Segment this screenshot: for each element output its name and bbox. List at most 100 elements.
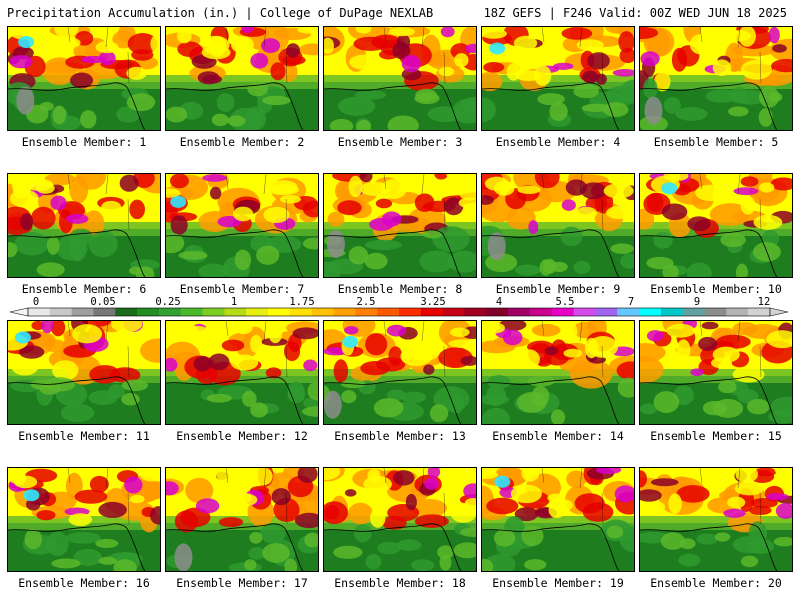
ensemble-member-map (639, 467, 793, 572)
colorbar-swatch (71, 308, 94, 316)
ensemble-member-label: Ensemble Member: 10 (650, 282, 782, 296)
coastline (640, 82, 778, 130)
ensemble-member-map (323, 26, 477, 131)
precip-field (8, 27, 160, 130)
colorbar-swatch (202, 308, 225, 316)
colorbar-swatch (660, 308, 684, 316)
colorbar-swatch (93, 308, 116, 316)
ensemble-member-map (7, 26, 161, 131)
colorbar-tick-label: 0.25 (155, 296, 181, 308)
colorbar-swatch (704, 308, 727, 316)
ensemble-member-label: Ensemble Member: 9 (495, 282, 621, 296)
coastline (166, 523, 304, 571)
colorbar-swatch (49, 308, 72, 316)
precip-field (324, 468, 476, 571)
precip-field (324, 321, 476, 424)
precip-field (8, 321, 160, 424)
ensemble-member-map (7, 467, 161, 572)
colorbar-tick-label: 4 (495, 296, 503, 308)
ensemble-member-label: Ensemble Member: 15 (650, 429, 782, 443)
precip-field (640, 174, 792, 277)
ensemble-member-label: Ensemble Member: 13 (334, 429, 466, 443)
coastline (482, 376, 620, 424)
precip-field (166, 27, 318, 130)
colorbar-high-arrow (769, 307, 789, 317)
ensemble-member-map (639, 320, 793, 425)
coastline (324, 376, 462, 424)
colorbar-tick-label: 12 (757, 296, 771, 308)
ensemble-member-map (165, 26, 319, 131)
precip-field (640, 321, 792, 424)
ensemble-member-label: Ensemble Member: 17 (176, 576, 308, 590)
ensemble-member-map (165, 173, 319, 278)
colorbar-swatch (573, 308, 596, 316)
ensemble-member-label: Ensemble Member: 14 (492, 429, 624, 443)
ensemble-member-map (323, 173, 477, 278)
header: Precipitation Accumulation (in.) | Colle… (0, 0, 800, 24)
colorbar-swatch (682, 308, 705, 316)
colorbar-swatch (508, 308, 531, 316)
precip-field (482, 468, 634, 571)
ensemble-member-label: Ensemble Member: 2 (179, 135, 305, 149)
coastline (8, 229, 146, 277)
precip-field (166, 321, 318, 424)
ensemble-member-label: Ensemble Member: 6 (21, 282, 147, 296)
colorbar-swatch (377, 308, 400, 316)
ensemble-member-map (165, 467, 319, 572)
ensemble-member-label: Ensemble Member: 4 (495, 135, 621, 149)
map-title: Precipitation Accumulation (in.) | Colle… (7, 6, 434, 20)
precipitation-colorbar: 0 0.05 0.25 1 1.75 2.5 3.25 4 5.5 7 9 12 (0, 296, 800, 320)
colorbar-swatch (486, 308, 509, 316)
ensemble-member-label: Ensemble Member: 18 (334, 576, 466, 590)
colorbar-swatch (158, 308, 182, 316)
ensemble-member-label: Ensemble Member: 12 (176, 429, 308, 443)
coastline (324, 229, 462, 277)
coastline (166, 82, 304, 130)
precip-field (166, 174, 318, 277)
colorbar-swatch (224, 308, 247, 316)
colorbar-tick-label: 9 (693, 296, 701, 308)
ensemble-member-map (481, 320, 635, 425)
colorbar-swatch (333, 308, 356, 316)
ensemble-member-map (481, 173, 635, 278)
ensemble-member-map (639, 26, 793, 131)
precip-field (640, 27, 792, 130)
colorbar-swatch (464, 308, 487, 316)
colorbar-tick-label: 7 (627, 296, 635, 308)
colorbar-tick-label: 5.5 (555, 296, 575, 308)
coastline (324, 82, 462, 130)
ensemble-member-label: Ensemble Member: 7 (179, 282, 305, 296)
ensemble-member-label: Ensemble Member: 5 (653, 135, 779, 149)
precip-field (640, 468, 792, 571)
colorbar-swatch (420, 308, 443, 316)
colorbar-swatch (246, 308, 269, 316)
ensemble-member-map (323, 320, 477, 425)
precip-field (8, 468, 160, 571)
precip-field (482, 321, 634, 424)
colorbar-tick-label: 2.5 (356, 296, 376, 308)
colorbar-swatch (289, 308, 313, 316)
colorbar-swatch (748, 308, 771, 316)
precip-field (482, 174, 634, 277)
colorbar-swatch (529, 308, 553, 316)
coastline (8, 82, 146, 130)
ensemble-member-map (481, 26, 635, 131)
colorbar-swatch (551, 308, 574, 316)
ensemble-member-label: Ensemble Member: 16 (18, 576, 150, 590)
colorbar-scale (9, 307, 789, 317)
colorbar-swatch (442, 308, 465, 316)
coastline (640, 376, 778, 424)
ensemble-member-label: Ensemble Member: 1 (21, 135, 147, 149)
colorbar-swatch (268, 308, 291, 316)
colorbar-swatch (355, 308, 378, 316)
colorbar-swatch (115, 308, 138, 316)
ensemble-member-label: Ensemble Member: 3 (337, 135, 463, 149)
coastline (640, 229, 778, 277)
ensemble-member-map (165, 320, 319, 425)
ensemble-member-map (7, 173, 161, 278)
colorbar-swatch (726, 308, 749, 316)
coastline (324, 523, 462, 571)
ensemble-member-map (7, 320, 161, 425)
precip-field (324, 174, 476, 277)
colorbar-swatch (639, 308, 662, 316)
